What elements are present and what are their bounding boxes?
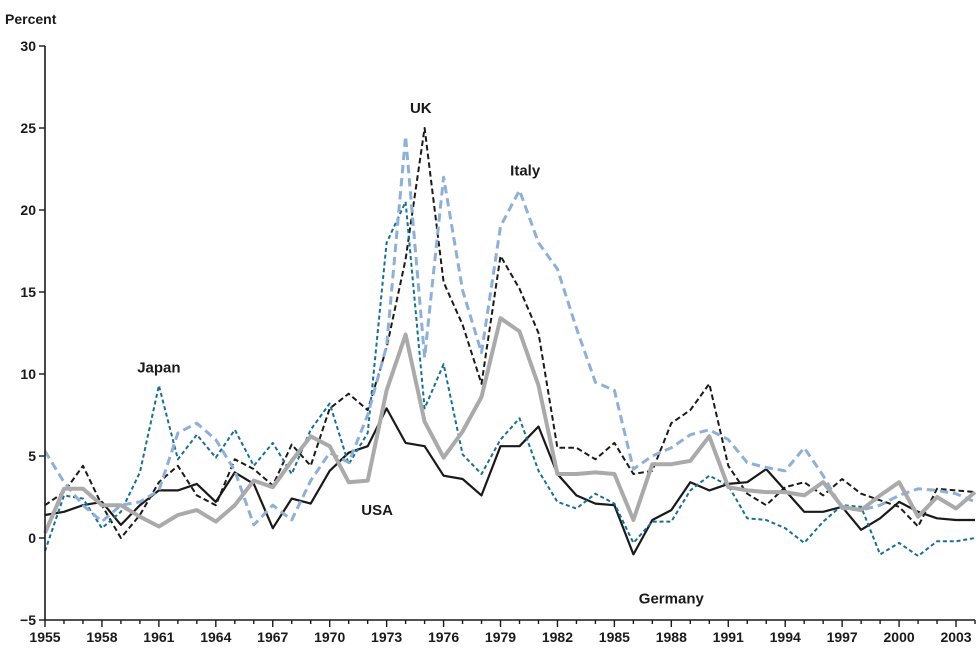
x-tick-label: 1955 — [29, 629, 60, 645]
y-tick-label: −5 — [20, 612, 36, 628]
y-tick-label: 5 — [28, 448, 36, 464]
y-axis-title: Percent — [5, 11, 57, 27]
series-line-usa — [44, 407, 975, 556]
series-line-japan — [44, 200, 976, 557]
series-line-germany — [43, 316, 977, 534]
x-tick-label: 1991 — [713, 629, 744, 645]
x-tick-label: 1964 — [200, 629, 231, 645]
y-tick-label: 20 — [20, 202, 36, 218]
y-tick-label: 10 — [20, 366, 36, 382]
axis-layer: −5 0 5 10 15 20 25 30 1955 1958 1961 1964 1967 1970 19… — [20, 38, 976, 645]
y-tick-label: 0 — [28, 530, 36, 546]
series-label-germany: Germany — [639, 591, 705, 608]
x-tick-label: 2003 — [940, 629, 971, 645]
label-layer: UK Italy Japan USA Germany — [137, 100, 704, 607]
x-tick-label: 1997 — [827, 629, 858, 645]
x-tick-label: 1982 — [542, 629, 573, 645]
x-tick-label: 1967 — [257, 629, 288, 645]
x-tick-label: 1985 — [599, 629, 630, 645]
series-line-uk — [44, 127, 976, 539]
x-tick-label: 1961 — [143, 629, 174, 645]
y-tick-label: 15 — [20, 284, 36, 300]
x-tick-label: 1988 — [656, 629, 687, 645]
x-tick-label: 1994 — [770, 629, 801, 645]
y-tick-label: 25 — [20, 120, 36, 136]
x-tick-label: 1976 — [428, 629, 459, 645]
x-tick-label: 1973 — [371, 629, 402, 645]
series-label-usa: USA — [361, 502, 393, 519]
series-label-uk: UK — [410, 100, 432, 117]
x-tick-label: 1979 — [485, 629, 516, 645]
series-label-italy: Italy — [510, 163, 541, 180]
series-label-japan: Japan — [137, 359, 180, 376]
x-tick-label: 2000 — [884, 629, 915, 645]
series-line-italy — [43, 134, 976, 527]
y-tick-label: 30 — [20, 38, 36, 54]
series-layer — [43, 127, 977, 557]
x-tick-label: 1970 — [314, 629, 345, 645]
x-tick-label: 1958 — [86, 629, 117, 645]
